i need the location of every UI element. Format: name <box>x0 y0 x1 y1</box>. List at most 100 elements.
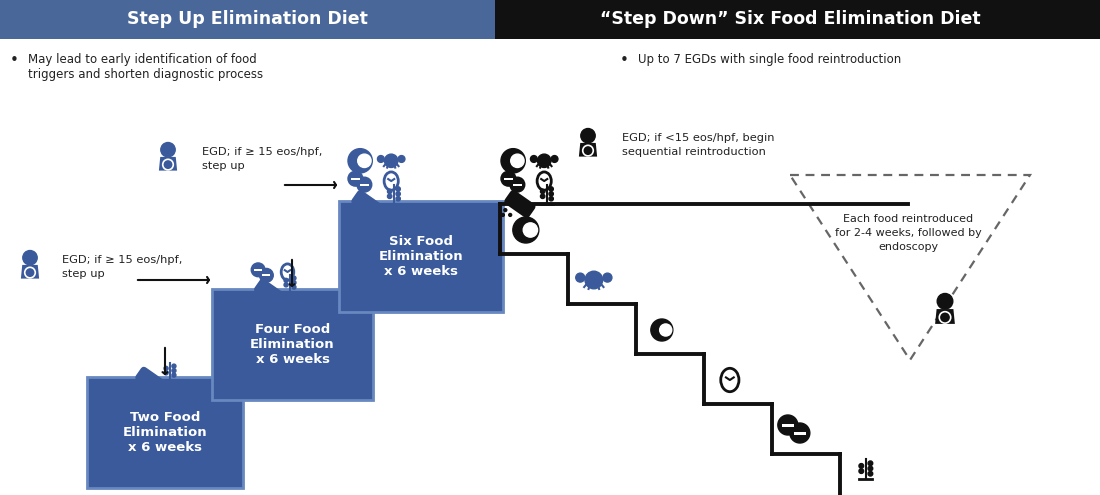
Circle shape <box>540 189 544 194</box>
Circle shape <box>513 217 539 243</box>
Circle shape <box>585 271 603 289</box>
Circle shape <box>859 469 864 473</box>
Text: EGD; if <15 eos/hpf, begin
sequential reintroduction: EGD; if <15 eos/hpf, begin sequential re… <box>621 133 774 156</box>
Circle shape <box>23 250 37 265</box>
Text: Two Food
Elimination
x 6 weeks: Two Food Elimination x 6 weeks <box>123 411 207 454</box>
Polygon shape <box>360 184 368 186</box>
Circle shape <box>387 189 392 194</box>
Circle shape <box>530 155 537 162</box>
Circle shape <box>500 171 516 186</box>
FancyBboxPatch shape <box>254 279 284 305</box>
Circle shape <box>161 143 175 157</box>
FancyBboxPatch shape <box>495 0 1100 39</box>
Polygon shape <box>504 178 513 180</box>
Circle shape <box>172 373 176 377</box>
Circle shape <box>868 466 872 471</box>
Text: Six Food
Elimination
x 6 weeks: Six Food Elimination x 6 weeks <box>378 235 463 278</box>
Circle shape <box>581 129 595 143</box>
Circle shape <box>502 213 504 216</box>
Circle shape <box>508 213 512 216</box>
Text: EGD; if ≥ 15 eos/hpf,
step up: EGD; if ≥ 15 eos/hpf, step up <box>202 148 322 171</box>
FancyBboxPatch shape <box>212 289 373 400</box>
Circle shape <box>284 283 288 287</box>
Circle shape <box>292 281 296 285</box>
Circle shape <box>348 171 363 186</box>
Polygon shape <box>513 184 521 186</box>
Circle shape <box>868 471 872 476</box>
Polygon shape <box>579 143 597 156</box>
Polygon shape <box>782 424 794 427</box>
FancyBboxPatch shape <box>504 190 536 218</box>
Circle shape <box>510 177 525 192</box>
Circle shape <box>524 223 538 237</box>
Circle shape <box>351 208 354 211</box>
Circle shape <box>549 192 553 196</box>
Circle shape <box>251 263 265 277</box>
Text: Up to 7 EGDs with single food reintroduction: Up to 7 EGDs with single food reintroduc… <box>638 53 901 66</box>
Circle shape <box>348 148 372 173</box>
Circle shape <box>377 155 384 162</box>
Circle shape <box>396 192 400 196</box>
Circle shape <box>549 197 553 201</box>
Circle shape <box>292 276 296 280</box>
FancyBboxPatch shape <box>351 190 383 218</box>
Text: Step Up Elimination Diet: Step Up Elimination Diet <box>126 10 367 29</box>
Circle shape <box>164 371 168 375</box>
Circle shape <box>356 177 372 192</box>
Circle shape <box>538 154 551 167</box>
Circle shape <box>396 197 400 201</box>
Polygon shape <box>254 269 262 271</box>
Polygon shape <box>21 265 40 279</box>
Polygon shape <box>351 178 360 180</box>
FancyBboxPatch shape <box>339 201 503 312</box>
FancyBboxPatch shape <box>0 0 495 39</box>
Text: •: • <box>10 53 19 68</box>
Text: Each food reintroduced
for 2-4 weeks, followed by
endoscopy: Each food reintroduced for 2-4 weeks, fo… <box>835 214 981 252</box>
Circle shape <box>164 366 168 370</box>
Circle shape <box>540 194 544 198</box>
Polygon shape <box>794 432 806 435</box>
Circle shape <box>172 369 176 373</box>
Circle shape <box>396 187 400 191</box>
Circle shape <box>500 148 526 173</box>
Text: “Step Down” Six Food Elimination Diet: “Step Down” Six Food Elimination Diet <box>600 10 980 29</box>
Circle shape <box>778 415 798 435</box>
Circle shape <box>859 463 864 468</box>
Polygon shape <box>262 274 271 276</box>
Circle shape <box>258 301 261 303</box>
Circle shape <box>660 324 672 336</box>
Polygon shape <box>158 157 177 171</box>
Circle shape <box>790 423 810 443</box>
Text: Four Food
Elimination
x 6 weeks: Four Food Elimination x 6 weeks <box>250 323 334 366</box>
Circle shape <box>260 268 273 282</box>
Circle shape <box>254 297 256 299</box>
FancyBboxPatch shape <box>87 377 243 488</box>
Circle shape <box>140 389 142 392</box>
Circle shape <box>133 389 135 392</box>
FancyBboxPatch shape <box>135 367 165 393</box>
Circle shape <box>387 194 392 198</box>
Circle shape <box>172 364 176 368</box>
Circle shape <box>355 213 359 216</box>
Circle shape <box>292 285 296 289</box>
Circle shape <box>551 155 558 162</box>
Circle shape <box>284 278 288 283</box>
Circle shape <box>385 154 398 167</box>
Circle shape <box>349 213 351 216</box>
Circle shape <box>504 208 507 211</box>
Circle shape <box>135 384 138 387</box>
Text: •: • <box>620 53 629 68</box>
Circle shape <box>549 187 553 191</box>
Circle shape <box>358 154 371 167</box>
Circle shape <box>603 273 612 282</box>
Circle shape <box>868 461 872 466</box>
Text: EGD; if ≥ 15 eos/hpf,
step up: EGD; if ≥ 15 eos/hpf, step up <box>62 255 183 279</box>
Text: May lead to early identification of food
triggers and shorten diagnostic process: May lead to early identification of food… <box>28 53 263 81</box>
Circle shape <box>252 301 254 303</box>
Circle shape <box>575 273 585 282</box>
Circle shape <box>510 154 524 167</box>
Polygon shape <box>935 309 955 324</box>
Circle shape <box>651 319 673 341</box>
Circle shape <box>937 294 953 309</box>
Circle shape <box>398 155 405 162</box>
